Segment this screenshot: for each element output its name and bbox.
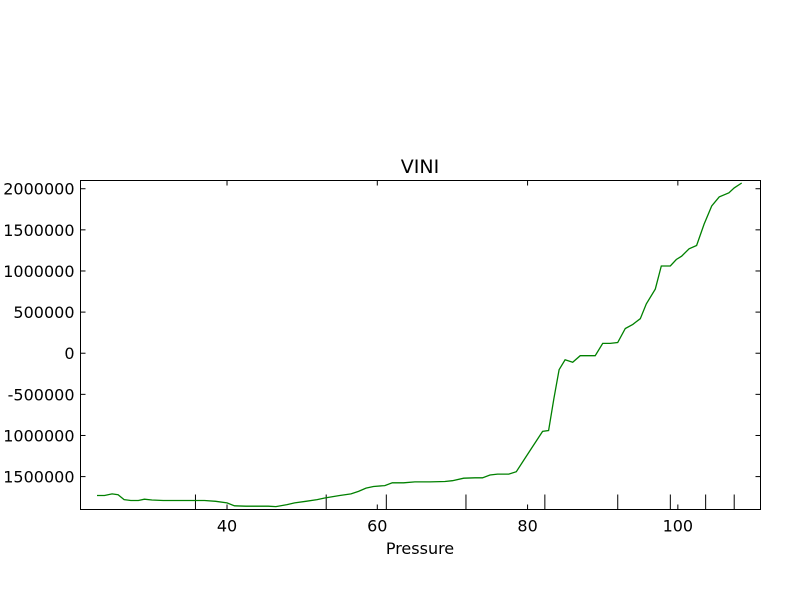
x-tick-label: 40 xyxy=(217,517,237,536)
y-axis: 1500000 1000000 -500000 0 500000 1000000 15000… xyxy=(3,180,761,487)
y-tick-label: 1000000 xyxy=(3,426,74,445)
x-axis: 40 60 80 100 xyxy=(217,180,694,536)
y-tick-label: -500000 xyxy=(8,385,75,404)
y-tick-label: 500000 xyxy=(13,303,74,322)
y-tick-label: 1500000 xyxy=(3,221,74,240)
x-tick-label: 60 xyxy=(367,517,387,536)
y-tick-label: 2000000 xyxy=(3,180,74,199)
event-markers xyxy=(194,494,735,510)
plot-frame xyxy=(80,180,761,510)
series-line xyxy=(97,182,743,508)
x-tick-label: 100 xyxy=(663,517,694,536)
y-tick-label: 0 xyxy=(64,344,74,363)
y-tick-label: 1500000 xyxy=(3,468,74,487)
x-tick-label: 80 xyxy=(517,517,537,536)
y-tick-label: 1000000 xyxy=(3,262,74,281)
chart-title: VINI xyxy=(401,156,439,178)
x-axis-label: Pressure xyxy=(386,539,454,558)
